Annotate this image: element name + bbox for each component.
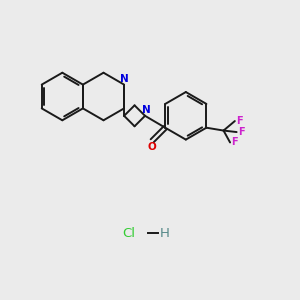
Text: Cl: Cl [123,227,136,240]
Text: F: F [238,127,245,137]
Text: F: F [232,137,238,148]
Text: N: N [120,74,128,84]
Text: O: O [147,142,156,152]
Text: F: F [236,116,243,126]
Text: H: H [160,227,170,240]
Text: N: N [142,105,151,115]
